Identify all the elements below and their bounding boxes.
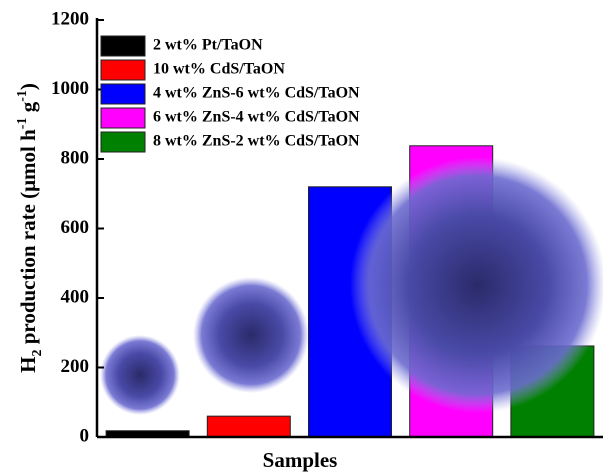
sphere-image <box>193 277 309 393</box>
y-tick-label: 600 <box>61 217 90 238</box>
legend-label: 6 wt% ZnS-4 wt% CdS/TaON <box>153 109 360 126</box>
y-axis-label-part: -1 <box>15 118 30 130</box>
y-axis-label-part: H <box>16 357 40 373</box>
y-axis-label-part: g <box>16 101 40 117</box>
sphere-image <box>350 157 603 413</box>
legend-swatch <box>101 108 145 128</box>
legend-swatch <box>101 132 145 152</box>
sphere-image <box>100 335 180 415</box>
y-tick-label: 800 <box>61 147 90 168</box>
x-axis-label: Samples <box>263 448 338 472</box>
y-tick-label: 0 <box>80 425 90 446</box>
y-axis-label-part: production rate (μmol h <box>16 129 40 350</box>
legend-swatch <box>101 60 145 80</box>
legend-label: 4 wt% ZnS-6 wt% CdS/TaON <box>153 85 360 102</box>
y-axis-label-part: -1 <box>15 90 30 102</box>
legend-label: 10 wt% CdS/TaON <box>153 61 285 78</box>
legend-swatch <box>101 84 145 104</box>
y-axis-label-part: ) <box>16 83 40 90</box>
legend-label: 2 wt% Pt/TaON <box>153 37 263 54</box>
chart: Samples H2 production rate (μmol h-1 g-1… <box>0 0 603 473</box>
y-tick-label: 400 <box>61 286 90 307</box>
y-tick-label: 1200 <box>51 8 89 29</box>
y-axis-label-part: 2 <box>30 350 45 357</box>
y-tick-label: 1000 <box>51 78 89 99</box>
legend-label: 8 wt% ZnS-2 wt% CdS/TaON <box>153 133 360 150</box>
y-axis-label: H2 production rate (μmol h-1 g-1) <box>15 83 45 373</box>
bar <box>207 416 290 437</box>
y-tick-label: 200 <box>61 356 90 377</box>
legend-swatch <box>101 36 145 56</box>
